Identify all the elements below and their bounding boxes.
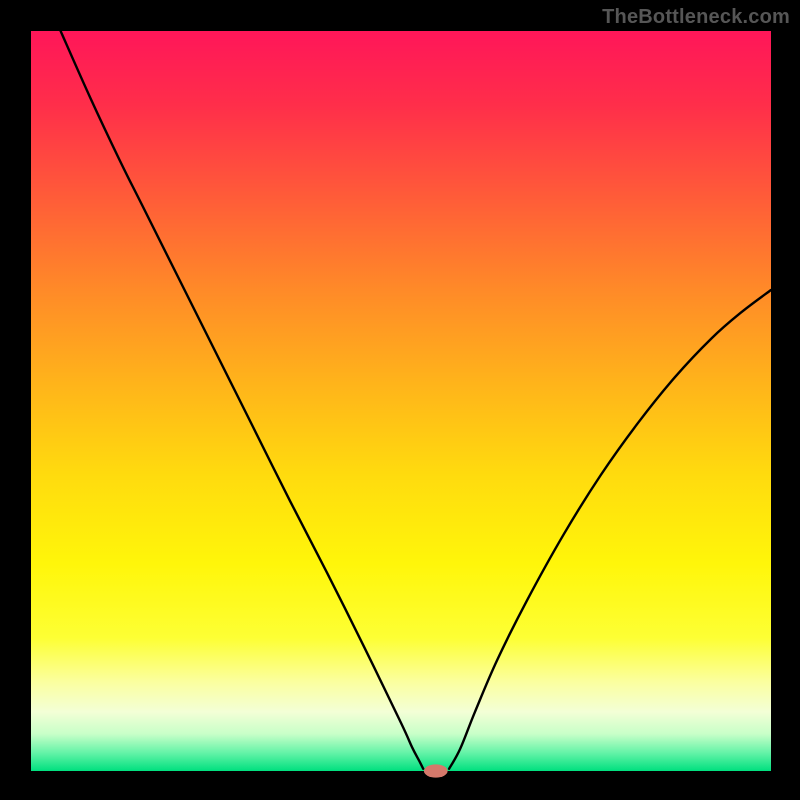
- plot-background: [31, 31, 771, 771]
- optimal-marker: [424, 764, 448, 777]
- chart-svg: [0, 0, 800, 800]
- bottleneck-chart: TheBottleneck.com: [0, 0, 800, 800]
- watermark-text: TheBottleneck.com: [602, 6, 790, 29]
